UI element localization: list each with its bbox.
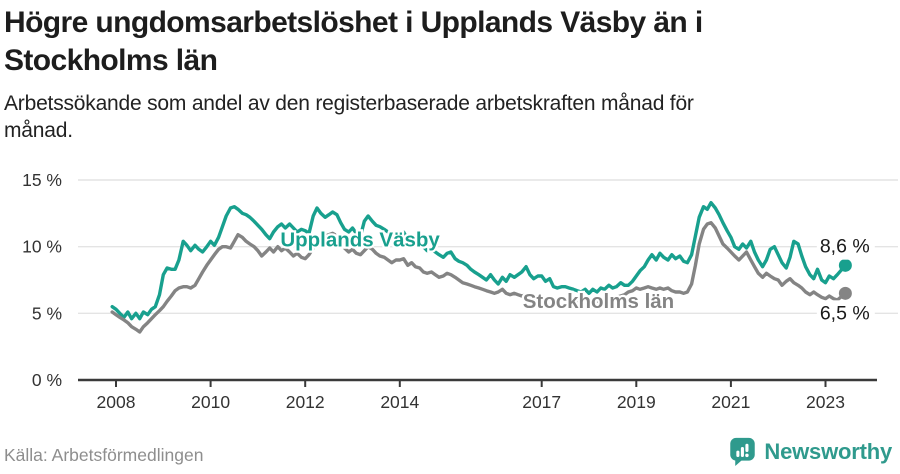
y-axis-tick-label: 5 % <box>32 303 62 323</box>
series-line-stockholms-l-n <box>110 221 848 334</box>
series-end-dot-upplands-v-sby <box>838 258 852 272</box>
x-axis-tick-label: 2014 <box>380 392 419 412</box>
unemployment-line-chart: 0 % 5 % 10 % 15 % 2008 2010 2012 2014 2017 2019 20… <box>22 170 898 412</box>
y-axis-tick-label: 10 % <box>22 237 62 257</box>
newsworthy-wordmark: Newsworthy <box>764 438 892 464</box>
x-axis-tick-label: 2010 <box>191 392 230 412</box>
page-footer: Källa: Arbetsförmedlingen Newsworthy <box>0 434 900 474</box>
y-axis-tick-label: 15 % <box>22 170 62 190</box>
page-header: Högre ungdomsarbetslöshet i Upplands Väs… <box>4 4 896 144</box>
series-line-upplands-v-sby <box>110 201 848 321</box>
series-end-value-stockholms-l-n: 6,5 % <box>820 302 870 324</box>
x-axis-tick-label: 2017 <box>522 392 561 412</box>
page-title: Högre ungdomsarbetslöshet i Upplands Väs… <box>4 4 896 80</box>
y-axis-tick-label: 0 % <box>32 370 62 390</box>
series-end-value-upplands-v-sby: 8,6 % <box>820 236 870 258</box>
newsworthy-logo[interactable]: Newsworthy <box>728 436 892 467</box>
x-axis-tick-label: 2019 <box>617 392 656 412</box>
chart-subtitle-line-2: månad. <box>4 119 73 142</box>
x-axis-tick-label: 2023 <box>806 392 845 412</box>
chart-subtitle: Arbetssökande som andel av den registerb… <box>4 90 896 144</box>
newsworthy-speech-bubble-icon <box>728 436 757 467</box>
page-title-line-2: Stockholms län <box>4 44 218 77</box>
x-axis-tick-label: 2008 <box>97 392 136 412</box>
series-label-upplands-v-sby: Upplands Väsby <box>280 229 440 252</box>
series-end-dot-stockholms-l-n <box>838 286 852 300</box>
annotation-bg <box>816 233 875 260</box>
annotation-bg <box>816 300 875 327</box>
x-axis-tick-label: 2021 <box>711 392 750 412</box>
page-title-line-1: Högre ungdomsarbetslöshet i Upplands Väs… <box>4 6 703 39</box>
chart-area: 0 % 5 % 10 % 15 % 2008 2010 2012 2014 2017 2019 20… <box>0 160 900 422</box>
x-axis-tick-label: 2012 <box>286 392 325 412</box>
chart-subtitle-line-1: Arbetssökande som andel av den registerb… <box>4 92 694 115</box>
chart-source: Källa: Arbetsförmedlingen <box>4 445 204 465</box>
series-label-stockholms-l-n: Stockholms län <box>523 290 675 313</box>
